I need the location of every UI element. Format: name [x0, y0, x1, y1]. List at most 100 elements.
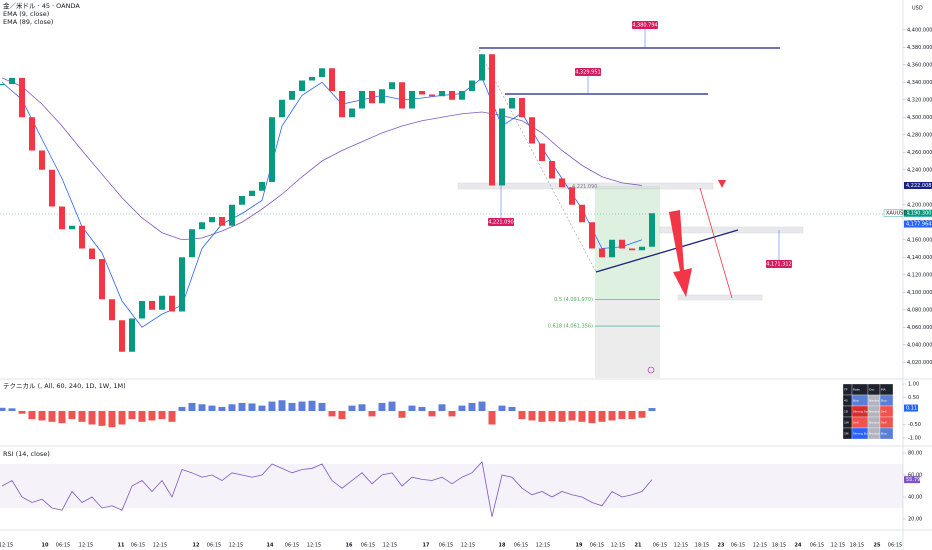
x-tick-label: 16 — [346, 543, 353, 549]
table-text: Neutral — [869, 421, 880, 425]
rsi-line — [1, 460, 653, 517]
technical-bar — [568, 411, 576, 421]
technical-bar — [68, 411, 76, 420]
candle — [419, 91, 425, 95]
table-text: Sell — [881, 421, 887, 425]
x-tick-label: 10 — [42, 543, 49, 549]
ema-line — [1, 77, 643, 241]
candle — [199, 222, 205, 230]
y-tick-label: 4,060.000 — [907, 325, 932, 331]
technical-bar — [278, 400, 286, 412]
x-tick-label: 12:15 — [461, 543, 475, 549]
x-tick-label: 06:15 — [439, 543, 453, 549]
candle — [79, 225, 85, 249]
candle — [369, 91, 375, 104]
technical-bar — [88, 411, 96, 425]
candle — [159, 295, 165, 310]
table-text: TF — [843, 388, 848, 392]
x-tick-label: 06:15 — [653, 543, 667, 549]
technical-bar — [298, 401, 306, 412]
x-tick-label: 12:15 — [307, 543, 321, 549]
y-tick-label: 4,380.000 — [907, 45, 932, 51]
technical-bar — [8, 408, 16, 412]
y-tick-label: 40.00 — [908, 494, 922, 500]
technical-bar — [168, 411, 176, 422]
candle — [349, 108, 355, 118]
technical-bar — [28, 411, 36, 420]
candle — [519, 98, 525, 118]
technical-bar — [318, 402, 326, 412]
table-text: 45 — [844, 399, 848, 403]
technical-bar — [388, 401, 396, 412]
candle — [139, 301, 145, 319]
x-tick-label: 18:15 — [695, 543, 709, 549]
candle — [189, 229, 195, 258]
x-tick-label: 12:15 — [229, 543, 243, 549]
x-tick-label: 23 — [718, 543, 725, 549]
zone — [457, 182, 714, 190]
table-cell — [879, 427, 894, 440]
technical-bar — [478, 401, 486, 412]
y-tick-label: 4,260.000 — [907, 150, 932, 156]
y-tick-label: 4,200.000 — [907, 202, 932, 208]
candle — [509, 98, 515, 109]
candle — [49, 169, 55, 207]
technical-bar — [518, 411, 526, 420]
price-marker-label: 4,190.300 — [906, 211, 931, 217]
technical-bar — [308, 400, 316, 412]
rsi-band — [0, 464, 903, 508]
y-tick-label: 4,040.000 — [907, 342, 932, 348]
y-tick-label: 1.00 — [908, 382, 919, 388]
candle — [129, 318, 135, 352]
technical-bar — [58, 411, 66, 424]
annotation-label: 4,221.090 — [488, 220, 513, 226]
table-text: Buy — [881, 432, 887, 436]
x-tick-label: 18 — [499, 543, 506, 549]
technical-bar — [438, 404, 446, 412]
x-tick-label: 17 — [423, 543, 430, 549]
technical-bar — [128, 411, 136, 420]
technical-bar — [368, 411, 376, 417]
x-tick-label: 12:15 — [0, 543, 13, 549]
y-tick-label: 20.00 — [908, 516, 922, 522]
x-tick-label: 12:15 — [383, 543, 397, 549]
annotation-box — [488, 218, 514, 226]
candle — [499, 108, 505, 186]
candle — [279, 99, 285, 118]
candle — [9, 77, 15, 84]
candle — [559, 178, 565, 188]
technical-bar — [0, 407, 6, 412]
y-tick-label: 4,400.000 — [907, 27, 932, 33]
x-tick-label: 12:15 — [831, 543, 845, 549]
table-text: Sell — [853, 421, 859, 425]
candle — [569, 187, 575, 205]
technical-bar — [638, 411, 646, 418]
candle — [489, 54, 495, 186]
candle — [389, 82, 395, 90]
candle — [379, 89, 385, 104]
technical-bar — [538, 411, 546, 422]
x-tick-label: 11 — [118, 543, 125, 549]
x-tick-label: 24 — [795, 543, 802, 549]
technical-bar — [488, 411, 496, 425]
candle — [579, 204, 585, 223]
candle — [439, 91, 445, 97]
y-tick-label: 4,160.000 — [907, 237, 932, 243]
candle — [609, 239, 615, 258]
price-marker — [904, 209, 932, 217]
y-tick-label: 60.00 — [908, 473, 922, 479]
down-arrow-small — [718, 180, 726, 188]
x-tick-label: 12:15 — [153, 543, 167, 549]
y-tick-label: 4,320.000 — [907, 97, 932, 103]
candle — [179, 257, 185, 312]
table-text: 1M — [844, 432, 849, 436]
candle — [409, 91, 415, 109]
y-tick-label: 4,360.000 — [907, 62, 932, 68]
candle — [309, 77, 315, 81]
candle — [169, 295, 175, 312]
table-text: Buy — [853, 399, 859, 403]
fib-line — [478, 49, 597, 273]
technical-bar — [48, 411, 56, 422]
technical-bar — [598, 411, 606, 422]
